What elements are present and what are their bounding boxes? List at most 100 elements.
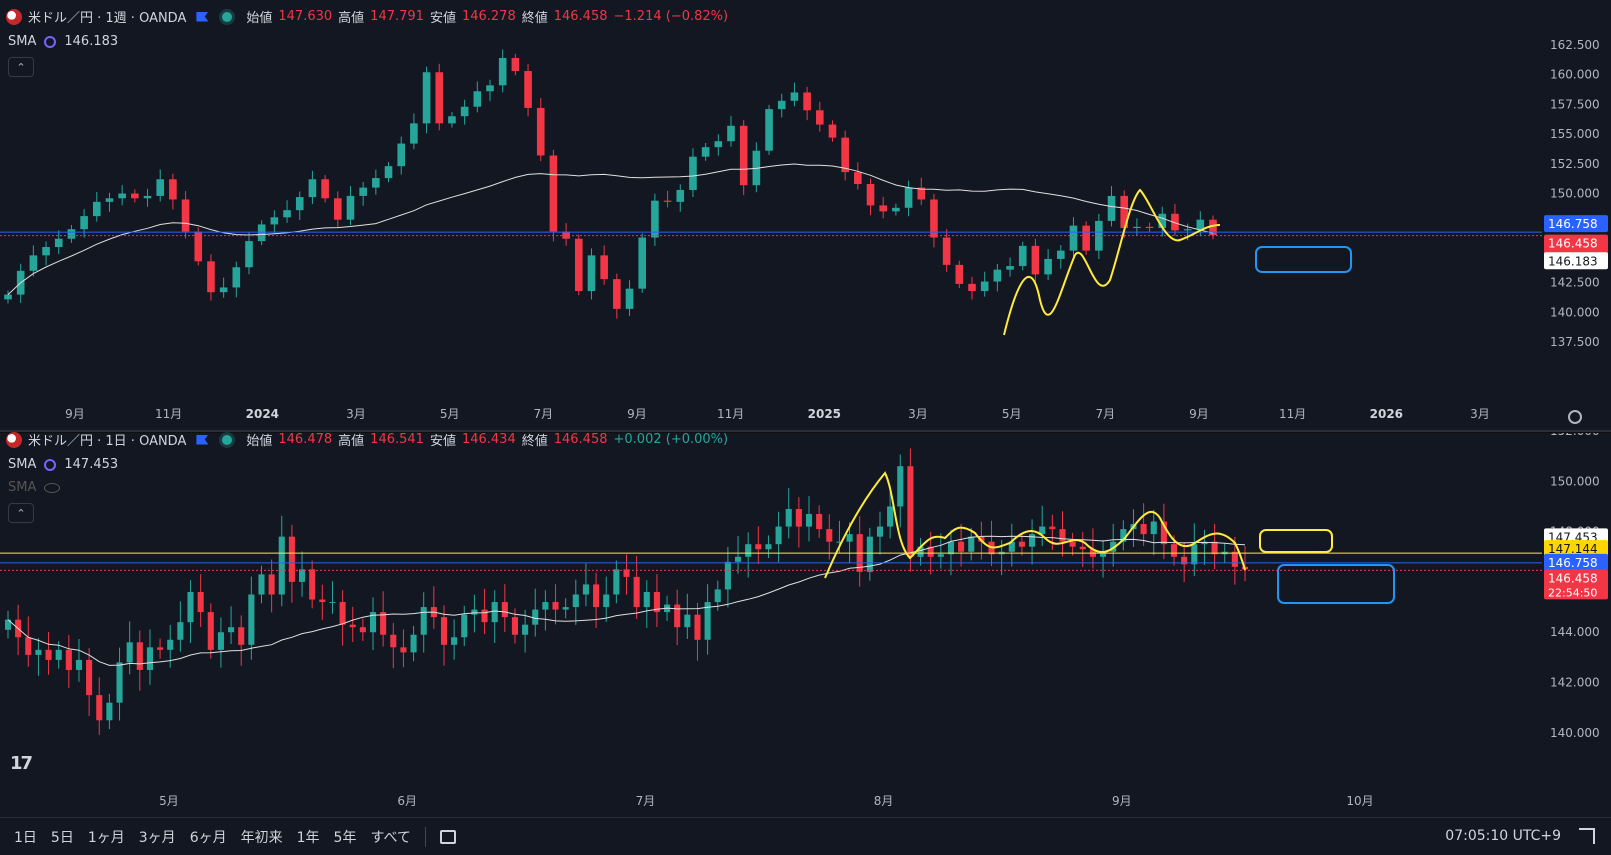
market-status-icon[interactable] (222, 434, 233, 445)
yellow-wave-drawing (824, 471, 1246, 579)
candle-body (643, 591, 650, 608)
candle-body (321, 179, 329, 199)
range-ytd-button[interactable]: 年初来 (240, 829, 283, 846)
candle-body (689, 156, 697, 190)
candle-body (593, 584, 600, 608)
flag-marker-icon[interactable] (196, 11, 209, 22)
collapse-legend-button[interactable]: ⌃ (8, 503, 34, 523)
range-6m-button[interactable]: 6ヶ月 (189, 829, 227, 846)
clock-display[interactable]: 07:05:10 UTC+9 (1445, 828, 1561, 844)
candle-body (4, 294, 12, 300)
x-tick-label: 7月 (636, 794, 656, 808)
candle-body (92, 201, 101, 217)
x-tick-label: 7月 (1096, 407, 1116, 421)
bottom-toolbar: 1日 5日 1ヶ月 3ヶ月 6ヶ月 年初来 1年 5年 すべて 07:05:10… (0, 817, 1611, 855)
daily-chart-svg[interactable]: 152.000150.000148.000146.000144.000142.0… (0, 433, 1611, 817)
low-value: 146.434 (461, 432, 516, 447)
candle-body (1018, 541, 1025, 547)
candle-body (755, 544, 762, 550)
range-all-button[interactable]: すべて (370, 829, 411, 846)
candle-body (460, 106, 469, 117)
candle-body (917, 187, 926, 200)
range-5d-button[interactable]: 5日 (50, 829, 74, 846)
candle-body (846, 534, 853, 542)
x-tick-label: 3月 (346, 407, 366, 421)
candle-body (511, 617, 519, 635)
candle-body (435, 72, 444, 124)
tradingview-logo-icon[interactable]: 17 (10, 753, 33, 774)
weekly-sma-legend[interactable]: SMA 146.183 (8, 34, 118, 49)
blue-target-box (1255, 246, 1352, 273)
weekly-chart-svg[interactable]: 162.500 160.000 157.500 155.000 152.500 150.0… (0, 0, 1611, 430)
candle-body (157, 647, 164, 650)
candle-body (397, 143, 406, 167)
candle-body (207, 612, 214, 650)
y-tick-label: 150.000 (1550, 474, 1600, 488)
candle-body (65, 649, 72, 670)
fullscreen-icon[interactable] (1579, 828, 1595, 844)
candle-body (714, 589, 721, 603)
candle-body (156, 179, 165, 196)
candle-body (346, 195, 355, 220)
sma-source-icon[interactable] (44, 458, 57, 471)
date-range-icon[interactable] (439, 829, 456, 844)
range-1y-button[interactable]: 1年 (296, 829, 320, 846)
sma2-label: SMA (8, 480, 37, 495)
candle-body (400, 647, 407, 653)
gear-icon[interactable] (1568, 410, 1582, 424)
candle-body (1044, 258, 1052, 275)
candle-body (42, 247, 50, 256)
weekly-symbol-title[interactable]: 米ドル／円 · 1週 · OANDA (28, 11, 187, 26)
candle-body (828, 124, 837, 138)
y-tick-label: 160.000 (1550, 68, 1600, 82)
x-tick-label: 2026 (1370, 407, 1403, 421)
yellow-wave-drawing (1003, 188, 1221, 336)
candle-body (734, 556, 742, 562)
sma-line (7, 535, 1246, 666)
candle-body (308, 179, 317, 198)
candle-body (816, 514, 823, 530)
y-tick-label: 140.000 (1550, 726, 1600, 740)
candle-body (491, 602, 498, 623)
daily-chart-pane[interactable]: 152.000150.000148.000146.000144.000142.0… (0, 431, 1611, 817)
high-label: 高値 (338, 434, 365, 449)
candle-body (613, 279, 621, 309)
range-1m-button[interactable]: 1ヶ月 (87, 829, 125, 846)
daily-symbol-title[interactable]: 米ドル／円 · 1日 · OANDA (28, 434, 187, 449)
daily-sma2-legend[interactable]: SMA (8, 480, 61, 495)
candle-body (146, 647, 153, 670)
market-status-icon[interactable] (222, 11, 233, 22)
candle-body (390, 634, 397, 648)
candle-body (1069, 225, 1078, 251)
candle-body (980, 281, 989, 292)
candle-body (116, 662, 123, 703)
flag-marker-icon[interactable] (196, 434, 209, 445)
candle-body (54, 238, 63, 248)
candle-body (118, 193, 126, 199)
daily-sma-legend[interactable]: SMA 147.453 (8, 457, 118, 472)
candle-body (1140, 524, 1147, 535)
candle-body (958, 541, 965, 552)
candle-body (826, 529, 833, 542)
hidden-eye-icon[interactable] (44, 482, 61, 493)
candle-body (866, 536, 873, 572)
candle-body (907, 466, 914, 557)
x-tick-label: 9月 (65, 407, 85, 421)
range-1d-button[interactable]: 1日 (14, 829, 37, 846)
x-tick-label: 9月 (1189, 407, 1209, 421)
weekly-chart-pane[interactable]: 162.500 160.000 157.500 155.000 152.500 150.0… (0, 0, 1611, 432)
candle-body (676, 189, 685, 202)
candle-body (1209, 219, 1217, 236)
range-3m-button[interactable]: 3ヶ月 (138, 829, 176, 846)
collapse-legend-button[interactable]: ⌃ (8, 57, 34, 77)
range-5y-button[interactable]: 5年 (333, 829, 357, 846)
candle-body (552, 602, 559, 610)
candle-body (1008, 541, 1015, 552)
candle-body (562, 231, 570, 239)
sma-source-icon[interactable] (44, 35, 57, 48)
badge-blue-bg (1544, 553, 1608, 571)
candle-body (1191, 544, 1198, 565)
x-tick-label: 5月 (440, 407, 460, 421)
blue-target-box (1277, 564, 1395, 604)
candle-body (724, 561, 731, 590)
